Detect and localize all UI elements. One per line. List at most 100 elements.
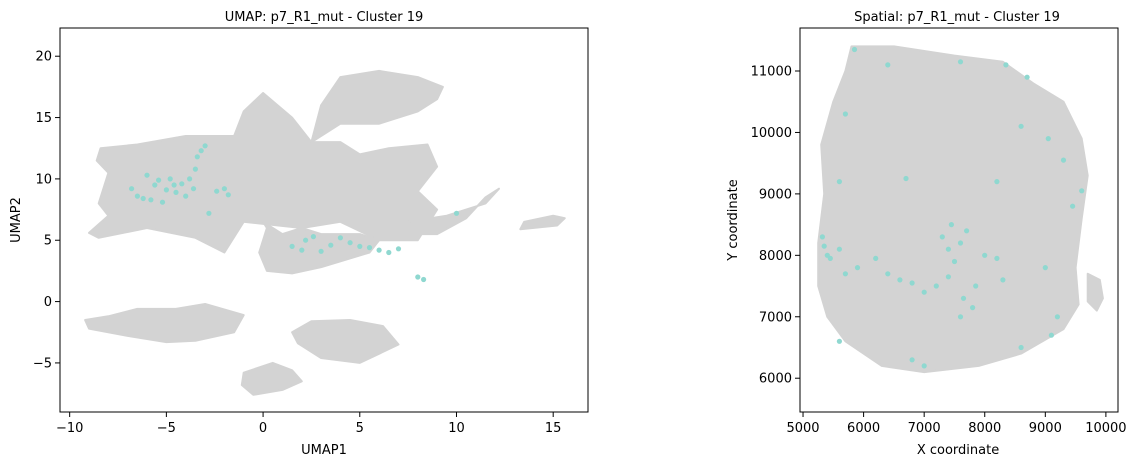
background-cell-region-1 [310,69,444,144]
x-tick-label-0: −10 [56,421,83,436]
cluster-point-39 [453,210,460,216]
spatial-y-axis-label: Y coordinate [726,179,741,261]
cluster-point-0 [851,46,858,53]
cluster-point-47 [1018,344,1024,351]
cluster-point-17 [194,154,200,160]
cluster-point-13 [1070,203,1076,209]
background-cell-region-4 [519,214,566,231]
background-cell-region-0 [817,45,1089,374]
y-tick-label-0: 6000 [759,372,792,387]
cluster-point-19 [202,143,208,149]
cluster-point-5 [152,182,158,188]
cluster-point-26 [933,283,939,289]
spatial-x-axis-label: X coordinate [917,443,999,458]
cluster-point-29 [945,246,952,252]
x-tick-label-5: 15 [545,421,562,436]
cluster-point-38 [421,276,427,283]
umap-title: UMAP: p7_R1_mut - Cluster 19 [225,10,424,25]
cluster-point-10 [171,182,177,188]
cluster-point-9 [167,176,173,182]
umap-plot-frame [59,27,589,413]
spatial-background-cells [817,45,1104,374]
x-tick-label-1: 6000 [847,421,880,436]
x-tick-label-4: 10 [448,421,465,436]
x-tick-label-1: −5 [157,421,176,436]
cluster-point-24 [289,243,295,249]
cluster-point-18 [198,148,204,154]
umap-x-axis-label: UMAP1 [301,443,347,458]
y-tick-label-5: 11000 [751,65,792,80]
cluster-point-2 [957,59,964,65]
x-tick-label-0: 5000 [786,421,819,436]
cluster-point-41 [1042,265,1048,271]
cluster-point-32 [357,243,363,249]
background-cell-region-0 [88,92,439,254]
cluster-point-9 [1079,188,1085,194]
cluster-point-7 [159,199,166,205]
cluster-point-28 [318,248,324,254]
umap-panel: UMAP: p7_R1_mut - Cluster 19 −10 −5 0 5 10 15… [9,10,589,458]
cluster-point-12 [179,181,185,187]
cluster-point-1 [885,62,891,68]
cluster-point-25 [921,289,927,295]
background-cell-region-1 [1086,272,1104,312]
cluster-point-33 [960,295,967,301]
cluster-point-44 [836,338,843,344]
x-tick-label-2: 7000 [908,421,941,436]
cluster-point-4 [148,197,154,203]
cluster-point-37 [415,274,421,280]
cluster-point-29 [328,242,334,248]
cluster-point-3 [144,172,150,178]
cluster-point-37 [964,228,970,234]
x-tick-label-4: 9000 [1029,421,1062,436]
y-tick-label-4: 15 [35,111,52,126]
cluster-point-34 [970,305,976,311]
umap-y-axis-label: UMAP2 [9,197,24,243]
umap-background-cells [84,69,566,396]
background-cell-region-7 [240,361,303,396]
cluster-point-45 [909,357,915,363]
cluster-point-12 [994,179,1000,185]
cluster-point-8 [163,187,169,193]
background-cell-region-2 [258,220,381,275]
cluster-point-15 [821,243,827,249]
cluster-point-46 [921,363,927,369]
spatial-panel: Spatial: p7_R1_mut - Cluster 19 5000 6000… [726,10,1127,458]
y-tick-label-5: 20 [35,50,52,65]
cluster-point-8 [1060,157,1067,163]
cluster-point-33 [366,245,373,251]
cluster-point-11 [903,175,909,182]
cluster-point-2 [140,195,146,202]
cluster-point-16 [192,166,198,172]
cluster-point-15 [190,186,197,192]
cluster-point-31 [957,240,964,246]
cluster-point-24 [909,280,915,286]
cluster-point-17 [836,246,843,252]
cluster-point-22 [221,186,227,192]
cluster-point-35 [386,249,392,256]
y-tick-label-4: 10000 [751,126,792,141]
umap-y-ticks: −5 0 5 10 15 20 [33,50,60,371]
background-cell-region-6 [291,319,400,364]
cluster-point-31 [347,240,353,246]
cluster-point-7 [1045,136,1051,142]
spatial-y-ticks: 6000 7000 8000 9000 10000 11000 [751,65,800,387]
cluster-point-27 [945,274,952,280]
cluster-point-28 [939,234,945,240]
x-tick-label-3: 5 [356,421,364,436]
cluster-point-39 [994,255,1000,261]
cluster-point-26 [303,237,309,243]
cluster-point-10 [836,179,843,185]
cluster-point-20 [854,265,861,271]
cluster-point-1 [134,193,140,199]
y-tick-label-1: 7000 [759,310,792,325]
cluster-point-14 [819,234,826,240]
cluster-point-22 [885,271,891,277]
cluster-point-38 [982,252,988,258]
cluster-point-4 [1024,74,1030,80]
cluster-point-42 [1054,314,1060,320]
cluster-point-30 [951,258,958,265]
cluster-point-20 [206,210,212,216]
x-tick-label-3: 8000 [968,421,1001,436]
